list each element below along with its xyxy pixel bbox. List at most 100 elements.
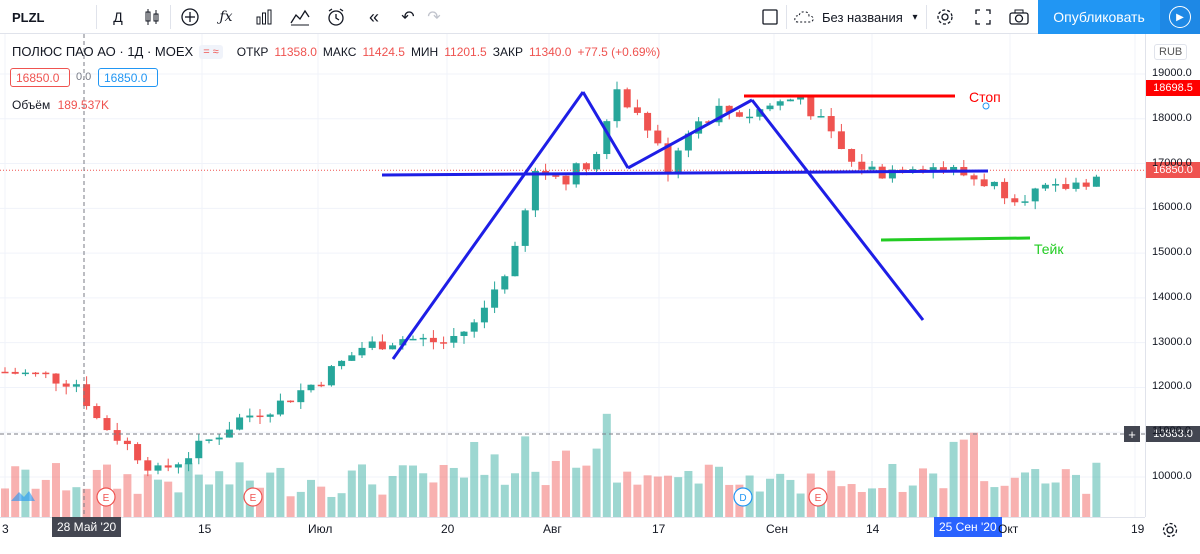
hide-legend-button[interactable]: = ≈ — [199, 44, 223, 59]
candle-body — [123, 440, 131, 445]
candle-body — [419, 337, 427, 340]
bars-icon[interactable] — [250, 0, 278, 34]
volume-bar — [531, 471, 540, 517]
volume-bar — [868, 488, 876, 517]
candle-body — [287, 400, 295, 403]
toolbar-divider — [96, 5, 97, 29]
undo-icon[interactable]: ↶ — [401, 9, 415, 26]
last-price-tag: 16850.0 — [1146, 162, 1200, 178]
candle-body — [980, 179, 988, 187]
candle-body — [205, 439, 213, 441]
trend-line — [627, 98, 753, 170]
volume-bar — [82, 488, 91, 517]
volume-bar — [674, 477, 683, 517]
currency-badge[interactable]: RUB — [1154, 44, 1188, 60]
volume-bar — [929, 473, 938, 517]
interval-button[interactable]: Д — [113, 9, 123, 25]
fullscreen-icon[interactable] — [970, 0, 996, 34]
change-value: +77.5 (+0.69%) — [577, 44, 661, 59]
volume-bar — [52, 463, 60, 517]
volume-bar — [337, 493, 346, 517]
candle-body — [276, 400, 284, 415]
toolbar-divider — [926, 5, 927, 29]
volume-bar — [143, 474, 152, 517]
add-alert-icon[interactable]: + — [1124, 426, 1140, 442]
price-tick-label: 14000.0 — [1152, 290, 1192, 303]
volume-bar — [837, 486, 846, 517]
time-tick-label: 20 — [441, 522, 455, 536]
camera-icon[interactable] — [1006, 0, 1032, 34]
candle-body — [225, 429, 233, 438]
layout-name[interactable]: Без названия — [822, 9, 903, 25]
candle-body — [837, 131, 845, 150]
candle-body — [185, 458, 193, 465]
price-chart[interactable]: Стоп Тейк E E D E — [0, 34, 1145, 517]
compare-icon[interactable] — [286, 0, 314, 34]
candle-body — [378, 341, 386, 350]
play-button[interactable]: ▶ — [1160, 0, 1200, 34]
volume-bar — [194, 474, 203, 517]
candle-body — [786, 99, 794, 102]
candle-body — [848, 149, 856, 162]
chevron-down-icon[interactable]: ▾ — [912, 11, 918, 23]
event-marker — [733, 487, 753, 507]
volume-bar — [939, 488, 948, 517]
event-marker-label: E — [103, 493, 110, 504]
buy-price[interactable]: 16850.0 — [98, 68, 158, 87]
volume-bar — [500, 484, 509, 517]
candle-body — [695, 121, 703, 134]
instrument-name[interactable]: ПОЛЮС ПАО АО · 1Д · MOEX — [12, 44, 194, 59]
hover-date-tag: 25 Сен '20 — [934, 517, 1002, 537]
candle-body — [307, 384, 315, 391]
volume-bar — [602, 413, 611, 517]
volume-bar — [755, 491, 764, 517]
price-tick-label: 18000.0 — [1152, 111, 1192, 124]
candle-body — [1001, 181, 1009, 199]
sell-price[interactable]: 16850.0 — [10, 68, 70, 87]
candle-body — [154, 465, 162, 471]
candle-body — [103, 418, 111, 431]
plus-circle-icon[interactable] — [176, 0, 204, 34]
volume-bar — [704, 464, 713, 517]
stop-label: Стоп — [969, 89, 1001, 105]
fx-icon[interactable]: ƒx — [219, 9, 233, 25]
volume-bar — [347, 470, 356, 517]
symbol-search[interactable]: PLZL — [12, 9, 45, 25]
volume-bar — [664, 475, 672, 517]
candle-body — [11, 371, 19, 374]
candle-body — [470, 322, 478, 332]
volume-bar — [623, 471, 632, 517]
candles-icon[interactable] — [138, 0, 166, 34]
cursor-date-tag: 28 Май '20 — [52, 517, 122, 537]
checkbox-icon[interactable] — [756, 0, 784, 34]
high-value: 11424.5 — [362, 44, 405, 59]
gear-icon[interactable] — [932, 0, 958, 34]
candle-body — [52, 373, 60, 384]
publish-button[interactable]: Опубликовать — [1038, 0, 1160, 34]
volume-bar — [1072, 474, 1080, 517]
toolbar-divider — [786, 5, 787, 29]
price-axis[interactable] — [1145, 34, 1200, 517]
price-tick-label: 10000.0 — [1152, 470, 1192, 482]
close-label: ЗАКР — [492, 44, 523, 59]
alarm-icon[interactable] — [322, 0, 350, 34]
candle-body — [950, 166, 958, 171]
redo-icon[interactable]: ↷ — [427, 9, 441, 26]
candle-body — [531, 170, 539, 211]
candle-body — [552, 175, 560, 177]
time-axis[interactable] — [0, 517, 1145, 554]
replay-icon[interactable]: « — [368, 6, 379, 27]
take-label: Тейк — [1034, 241, 1064, 257]
candle-body — [164, 465, 172, 468]
candle-body — [715, 105, 723, 123]
candle-body — [429, 337, 437, 343]
candle-body — [42, 372, 50, 375]
candle-body — [480, 307, 488, 323]
volume-bar — [439, 464, 448, 517]
candle-body — [460, 331, 468, 336]
gear-icon[interactable] — [1160, 520, 1180, 540]
candle-body — [491, 289, 499, 308]
volume-bar — [317, 486, 326, 517]
volume-bar — [368, 484, 377, 517]
volume-bar — [358, 464, 366, 517]
